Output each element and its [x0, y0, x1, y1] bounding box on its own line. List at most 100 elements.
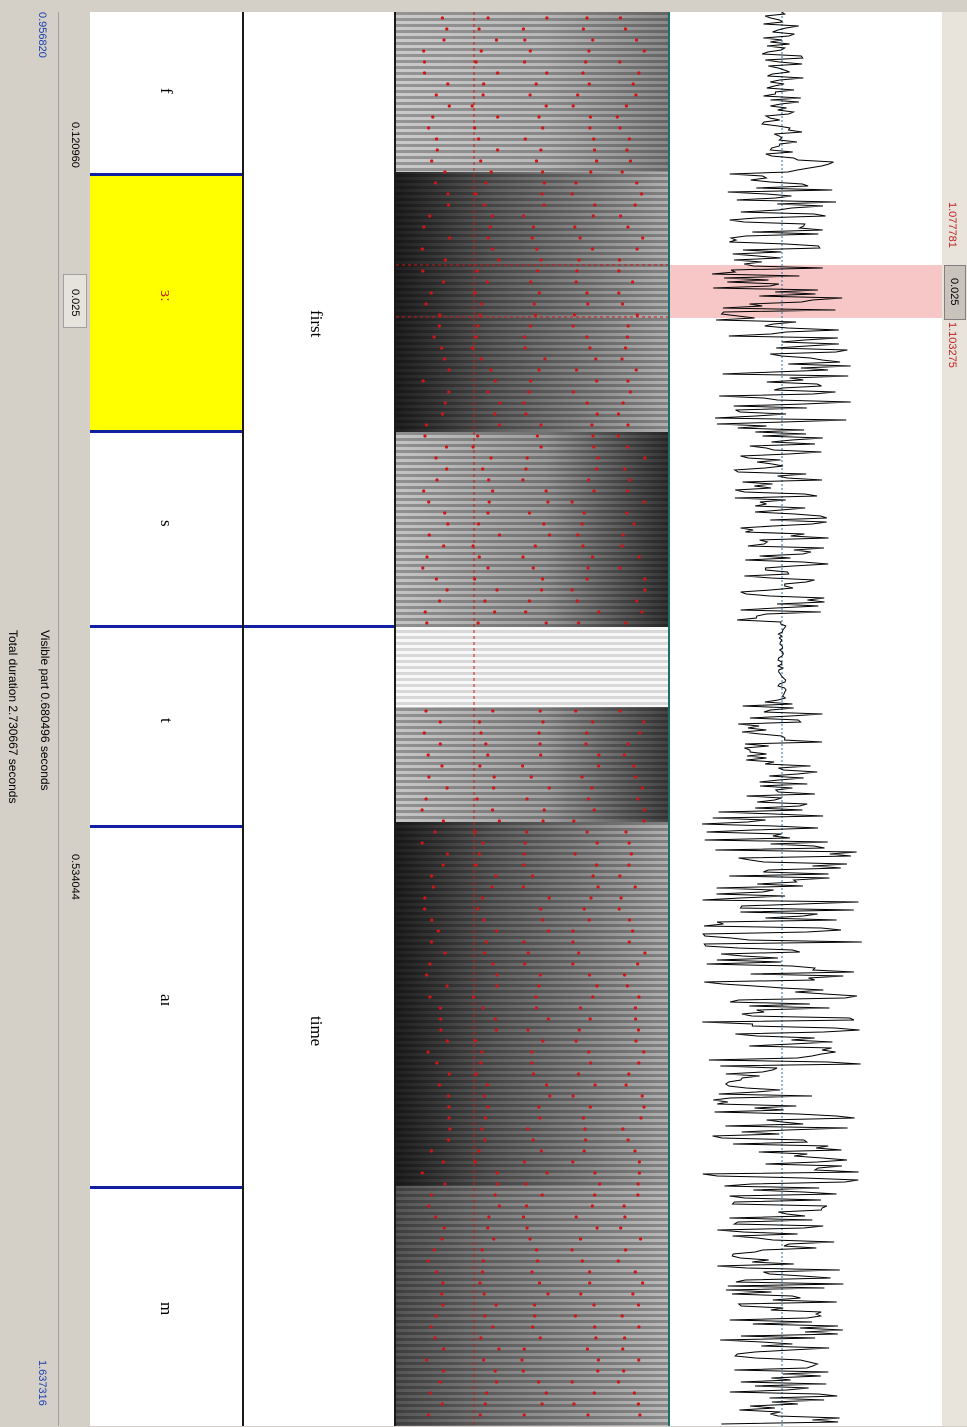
formant-dot: [620, 1314, 624, 1318]
formant-dot: [616, 412, 621, 416]
phone-boundary[interactable]: [90, 1186, 242, 1189]
formant-dot: [640, 610, 644, 614]
formant-dot: [497, 258, 501, 262]
window-end-time: 1.637316: [36, 1360, 48, 1406]
waveform[interactable]: [668, 12, 944, 1426]
formant-dot: [642, 49, 646, 53]
selection-duration-box[interactable]: 0.025: [944, 265, 966, 320]
phone-label[interactable]: t: [157, 718, 176, 723]
phone-tier[interactable]: f ɜː s t aɪ m: [90, 12, 244, 1426]
formant-dot: [547, 929, 551, 933]
formant-dot: [430, 159, 434, 163]
phone-label[interactable]: s: [157, 520, 176, 527]
spectrogram[interactable]: [396, 12, 668, 1426]
phone-label[interactable]: aɪ: [157, 994, 176, 1007]
formant-dot: [633, 203, 637, 207]
phone-interval-selected[interactable]: [90, 174, 242, 430]
formant-dot: [479, 731, 483, 735]
formant-dot: [573, 1314, 577, 1318]
word-boundary[interactable]: [244, 625, 394, 628]
formant-dot: [622, 1369, 626, 1373]
formant-dot: [596, 1358, 600, 1362]
formant-dot: [445, 1039, 449, 1043]
formant-dot: [530, 1061, 534, 1065]
formant-dot: [631, 929, 635, 933]
formant-dot: [474, 192, 478, 196]
word-label[interactable]: time: [307, 1016, 326, 1047]
formant-dot: [477, 720, 482, 724]
formant-dot: [431, 115, 435, 119]
formant-dot: [477, 27, 481, 31]
formant-dot: [490, 247, 494, 251]
formant-dot: [634, 1017, 638, 1021]
formant-dot: [496, 148, 500, 152]
duration-selected-piece-box[interactable]: 0.025: [63, 274, 87, 328]
phone-boundary[interactable]: [90, 625, 242, 628]
formant-dot: [577, 258, 581, 262]
phone-label[interactable]: f: [157, 88, 176, 94]
phone-label-selected[interactable]: ɜː: [157, 290, 176, 302]
formant-dot: [642, 1050, 646, 1054]
formant-dot: [575, 599, 579, 603]
formant-dot: [447, 1116, 451, 1120]
formant-dot: [570, 500, 574, 504]
formant-dot: [578, 236, 582, 240]
formant-dot: [441, 412, 445, 416]
formant-dot: [633, 885, 637, 889]
formant-dot: [441, 863, 445, 867]
formant-dot: [528, 324, 533, 328]
phone-boundary[interactable]: [90, 430, 242, 433]
formant-dot: [479, 159, 483, 163]
formant-dot: [579, 1292, 583, 1296]
formant-dot: [539, 445, 543, 449]
formant-dot: [624, 621, 628, 625]
formant-dot: [537, 291, 541, 295]
formant-dot: [527, 390, 531, 394]
formant-dot: [544, 489, 548, 493]
phone-label[interactable]: m: [157, 1302, 176, 1316]
formant-dot: [476, 907, 480, 911]
formant-dot: [588, 115, 592, 119]
formant-dot: [575, 368, 579, 372]
formant-dot: [572, 819, 576, 823]
selection-time-bar[interactable]: 1.077781 0.025 1.103275: [942, 12, 967, 1426]
formant-dot: [531, 225, 535, 229]
word-label[interactable]: first: [307, 310, 326, 338]
formant-dot: [642, 1105, 646, 1109]
duration-row[interactable]: 0.120960 0.025 0.534044: [58, 12, 89, 1426]
duration-left-piece[interactable]: 0.120960: [69, 122, 81, 168]
word-tier[interactable]: first time: [244, 12, 396, 1426]
formant-dot: [548, 533, 552, 537]
phone-boundary[interactable]: [90, 173, 242, 176]
formant-dot: [542, 522, 546, 526]
formant-dot: [595, 379, 599, 383]
formant-dot: [422, 731, 426, 735]
formant-dot: [421, 269, 425, 273]
formant-dot: [483, 1138, 487, 1142]
formant-dot: [434, 93, 438, 97]
formant-dot: [435, 1061, 439, 1065]
formant-dot: [580, 775, 584, 779]
formant-dot: [420, 841, 424, 845]
duration-right-piece[interactable]: 0.534044: [69, 854, 81, 900]
formant-dot: [422, 225, 426, 229]
formant-dot: [474, 335, 478, 339]
formant-dot: [445, 852, 449, 856]
formant-dot: [531, 874, 535, 878]
formant-dot: [440, 1237, 444, 1241]
formant-dot: [480, 1248, 484, 1252]
formant-dot: [545, 1083, 549, 1087]
phone-boundary[interactable]: [90, 825, 242, 828]
formant-dot: [420, 808, 424, 812]
formant-dot: [482, 1094, 487, 1098]
formant-dot: [572, 313, 577, 317]
formant-dot: [471, 995, 475, 999]
formant-dot: [596, 456, 600, 460]
formant-dot: [443, 951, 447, 955]
formant-dot: [430, 918, 434, 922]
formant-dot: [632, 522, 636, 526]
formant-dot: [636, 1182, 640, 1186]
formant-dot: [525, 1226, 529, 1230]
formant-dot: [492, 786, 496, 790]
formant-dot: [470, 346, 475, 350]
